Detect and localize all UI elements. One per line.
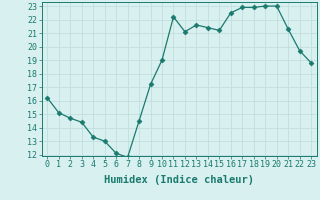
X-axis label: Humidex (Indice chaleur): Humidex (Indice chaleur)	[104, 175, 254, 185]
